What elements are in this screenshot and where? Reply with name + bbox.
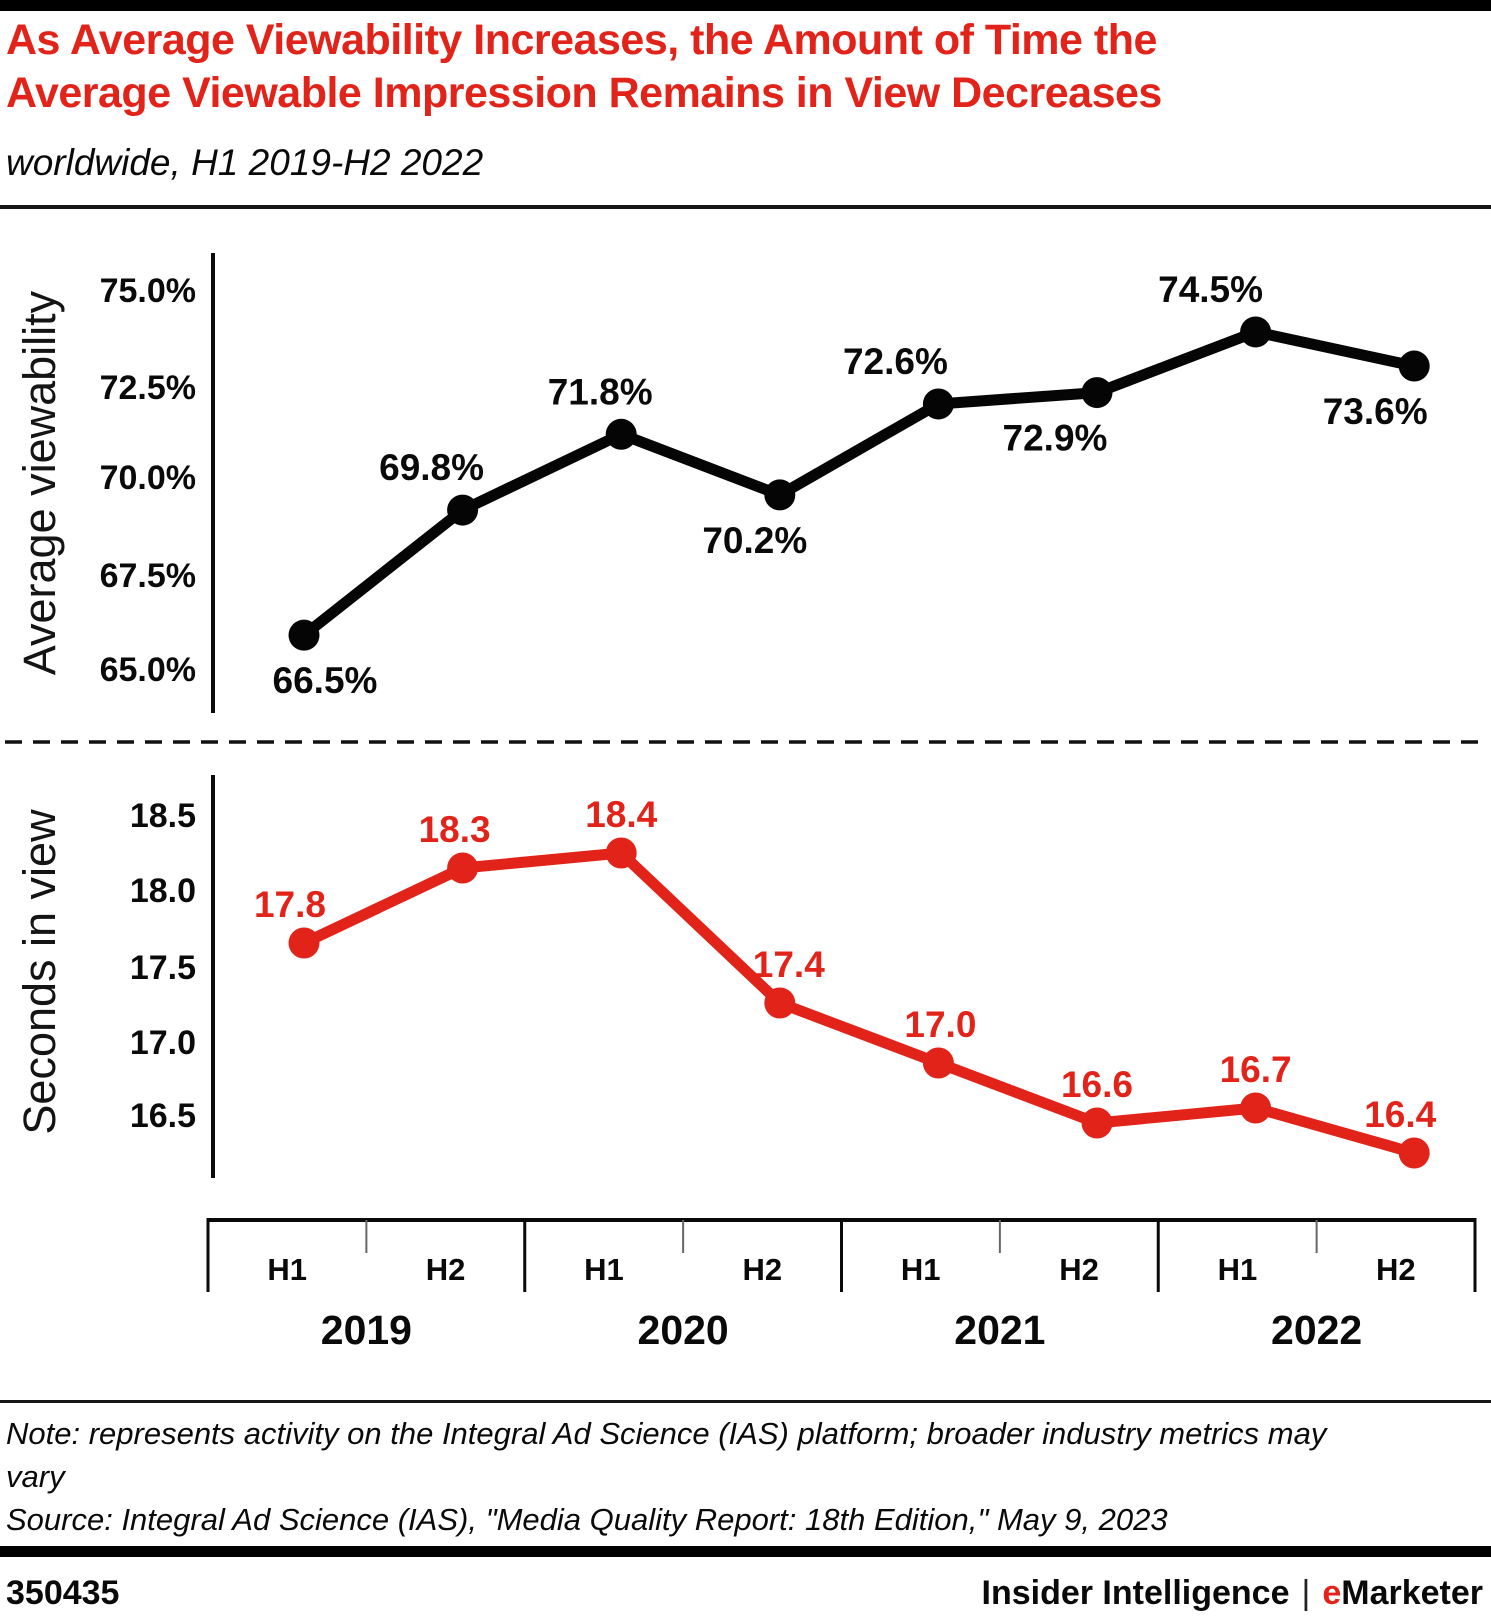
- seconds-in-view-value-label: 18.3: [419, 809, 491, 850]
- chart-id: 350435: [6, 1574, 120, 1612]
- average-viewability-ytick-label: 67.5%: [100, 557, 196, 595]
- seconds-in-view-ytick-label: 16.5: [130, 1097, 196, 1135]
- seconds-in-view-value-label: 16.4: [1364, 1094, 1436, 1135]
- x-axis-tick-marks: [206, 1218, 1477, 1292]
- x-axis-period-label-h2: H2: [426, 1252, 466, 1287]
- seconds-in-view-value-label: 16.6: [1061, 1064, 1133, 1105]
- x-axis-period-label-h2: H2: [742, 1252, 782, 1287]
- average-viewability-point-H2-2022: [1398, 350, 1430, 382]
- axis-text-layer: 75.0% 72.5% 70.0% 67.5% 65.0% Average viewabi…: [14, 272, 1416, 1353]
- top-black-bar: [0, 0, 1491, 11]
- average-viewability-value-label: 72.6%: [843, 341, 948, 382]
- brand-emarketer-e: e: [1322, 1574, 1342, 1612]
- average-viewability-point-H2-2019: [447, 494, 479, 526]
- average-viewability-ytick-label: 65.0%: [100, 651, 196, 689]
- seconds-in-view-point-H1-2022: [1240, 1092, 1272, 1124]
- note-block: Note: represents activity on the Integra…: [6, 1412, 1368, 1541]
- average-viewability-point-H2-2020: [764, 479, 796, 511]
- average-viewability-axis-title: Average viewability: [14, 290, 65, 675]
- brand-insider-intelligence: Insider Intelligence: [981, 1574, 1290, 1612]
- average-viewability-line: [298, 326, 1420, 641]
- page-title: As Average Viewability Increases, the Am…: [6, 14, 1488, 120]
- brand-emarketer-rest: Marketer: [1341, 1574, 1483, 1612]
- brand-separator: |: [1301, 1574, 1311, 1612]
- average-viewability-point-H2-2021: [1081, 377, 1113, 409]
- average-viewability-value-label: 70.2%: [702, 520, 807, 561]
- seconds-in-view-point-H2-2020: [764, 987, 796, 1019]
- seconds-in-view-value-label: 16.7: [1220, 1049, 1292, 1090]
- divider-above-note: [0, 1400, 1491, 1403]
- average-viewability-value-label: 66.5%: [273, 660, 378, 701]
- average-viewability-ytick-label: 70.0%: [100, 459, 196, 497]
- seconds-in-view-axis-title: Seconds in view: [14, 809, 65, 1135]
- average-viewability-point-H1-2022: [1240, 316, 1272, 348]
- average-viewability-point-H1-2019: [288, 619, 320, 651]
- page-title-line1: As Average Viewability Increases, the Am…: [6, 16, 1157, 64]
- seconds-in-view-ytick-label: 17.5: [130, 949, 196, 987]
- seconds-in-view-value-label: 17.0: [904, 1004, 976, 1045]
- seconds-in-view-ytick-label: 18.5: [130, 797, 196, 835]
- series-layer: 66.5% 69.8% 71.8% 70.2% 72.6% 72.9% 74.5% 73.6%…: [254, 269, 1437, 1169]
- seconds-in-view-point-H1-2021: [922, 1047, 954, 1079]
- page-subtitle: worldwide, H1 2019-H2 2022: [6, 142, 484, 183]
- seconds-in-view-value-label: 18.4: [585, 794, 657, 835]
- average-viewability-point-H1-2021: [922, 388, 954, 420]
- bottom-black-bar: [0, 1546, 1491, 1557]
- seconds-in-view-point-H2-2022: [1398, 1137, 1430, 1169]
- x-axis-year-label: 2020: [638, 1307, 729, 1353]
- x-axis-period-label-h2: H2: [1059, 1252, 1099, 1287]
- seconds-in-view-ytick-label: 18.0: [130, 872, 196, 910]
- average-viewability-value-label: 73.6%: [1323, 391, 1428, 432]
- average-viewability-ytick-label: 75.0%: [100, 272, 196, 310]
- x-axis-year-label: 2019: [321, 1307, 412, 1353]
- footer: 350435 Insider Intelligence | eMarketer: [0, 1572, 1491, 1616]
- average-viewability-value-label: 71.8%: [548, 371, 653, 412]
- seconds-in-view-point-H2-2021: [1081, 1107, 1113, 1139]
- x-axis-year-label: 2022: [1271, 1307, 1362, 1353]
- note-text: Note: represents activity on the Integra…: [6, 1416, 1327, 1494]
- x-axis-year-label: 2021: [954, 1307, 1045, 1353]
- source-text: Source: Integral Ad Science (IAS), "Medi…: [6, 1502, 1168, 1537]
- average-viewability-value-label: 69.8%: [379, 447, 484, 488]
- seconds-in-view-point-H2-2019: [447, 852, 479, 884]
- divider-under-subtitle: [0, 205, 1491, 209]
- seconds-in-view-line: [298, 847, 1420, 1159]
- seconds-in-view-point-H1-2019: [288, 927, 320, 959]
- average-viewability-value-label: 72.9%: [1003, 418, 1108, 459]
- x-axis-period-label-h2: H2: [1376, 1252, 1416, 1287]
- x-axis-period-label-h1: H1: [1218, 1252, 1258, 1287]
- x-axis-period-label-h1: H1: [267, 1252, 307, 1287]
- page-title-line2: Average Viewable Impression Remains in V…: [6, 69, 1162, 117]
- seconds-in-view-value-label: 17.4: [753, 944, 825, 985]
- x-axis-period-label-h1: H1: [901, 1252, 941, 1287]
- average-viewability-point-H1-2020: [605, 418, 637, 450]
- seconds-in-view-value-label: 17.8: [254, 884, 326, 925]
- seconds-in-view-ytick-label: 17.0: [130, 1024, 196, 1062]
- average-viewability-ytick-label: 72.5%: [100, 369, 196, 407]
- seconds-in-view-point-H1-2020: [605, 837, 637, 869]
- brand-logos: Insider Intelligence | eMarketer: [982, 1574, 1484, 1613]
- average-viewability-value-label: 74.5%: [1158, 269, 1263, 310]
- x-axis-period-label-h1: H1: [584, 1252, 624, 1287]
